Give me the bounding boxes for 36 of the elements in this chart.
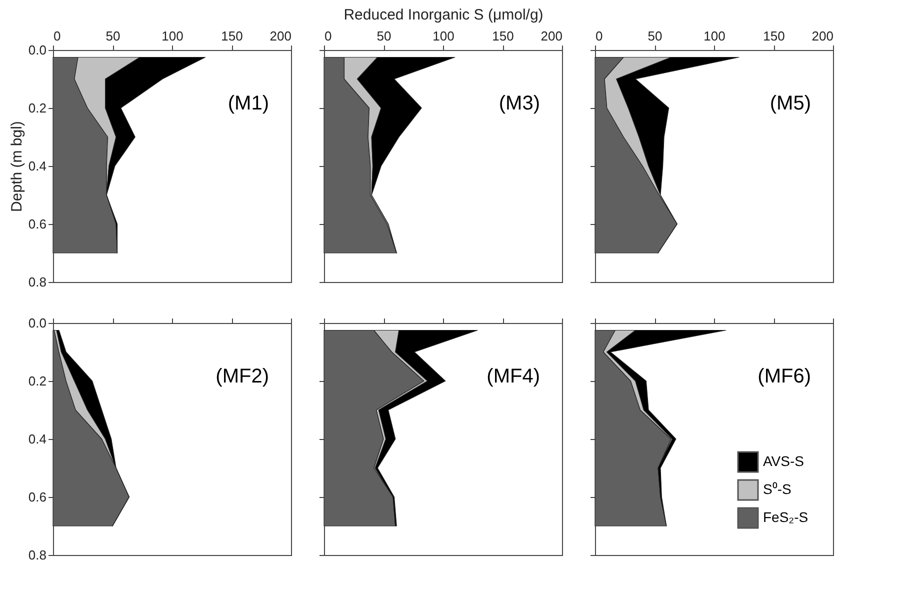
annotation: (MF4) (486, 365, 540, 388)
x-tick-label: 50 (648, 28, 662, 44)
y-tick-label: 0.8 (28, 548, 46, 562)
x-tick-label: 50 (376, 28, 392, 44)
y-tick-label: 0.6 (28, 216, 46, 232)
legend-label: AVS-S (763, 453, 804, 469)
y-axis-title: Depth (m bgl) (8, 121, 26, 212)
x-tick-label: 100 (162, 28, 184, 44)
x-tick-label: 0 (596, 28, 603, 44)
x-tick-label: 0 (54, 28, 61, 44)
annotation: (MF2) (216, 365, 269, 388)
y-tick-label: 0.4 (28, 432, 46, 446)
legend-label: FeS₂-S (763, 509, 808, 525)
x-tick-label: 100 (704, 28, 726, 44)
y-tick-label: 0.0 (28, 316, 46, 330)
y-tick-label: 0.6 (28, 490, 46, 504)
annotation: (M3) (498, 92, 540, 114)
annotation: (MF6) (758, 365, 811, 388)
y-tick-label: 0.4 (28, 158, 46, 174)
x-tick-label: 200 (812, 28, 834, 44)
y-tick-label: 0.0 (28, 42, 46, 58)
x-axis-title: Reduced Inorganic S (μmol/g) (344, 6, 544, 24)
x-tick-label: 100 (432, 28, 454, 44)
x-tick-label: 150 (492, 28, 514, 44)
x-tick-label: 50 (106, 28, 120, 44)
legend-label: S⁰-S (763, 481, 792, 497)
y-tick-label: 0.2 (28, 100, 46, 116)
annotation: (M5) (770, 92, 811, 114)
x-tick-label: 150 (221, 28, 243, 44)
y-tick-label: 0.8 (28, 274, 46, 290)
x-tick-label: 200 (270, 28, 292, 44)
x-tick-label: 200 (540, 28, 562, 44)
annotation: (M1) (228, 92, 269, 114)
x-tick-label: 150 (763, 28, 785, 44)
x-tick-label: 0 (324, 28, 332, 44)
y-tick-label: 0.2 (28, 374, 46, 388)
